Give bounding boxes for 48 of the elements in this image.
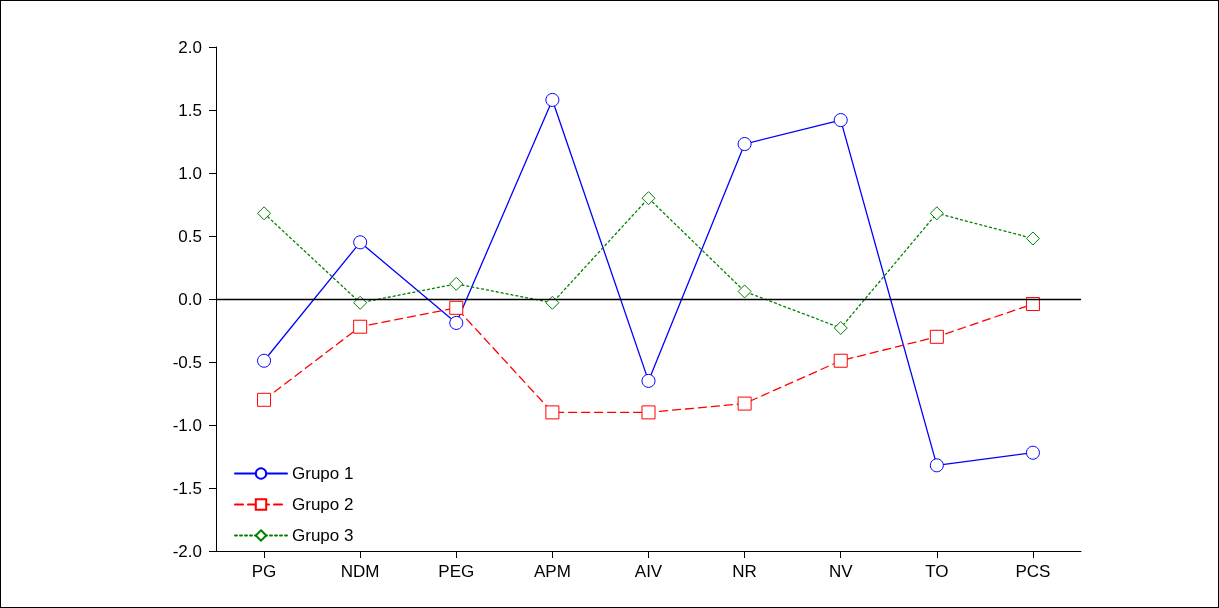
x-tick-label: NV: [828, 562, 854, 581]
legend-label: Grupo 3: [292, 526, 354, 545]
x-tick-label: NDM: [340, 562, 380, 581]
point: [929, 329, 944, 344]
point: [257, 206, 272, 221]
legend-label: Grupo 2: [292, 495, 354, 514]
point: [833, 113, 848, 128]
point: [353, 319, 368, 334]
y-tick-label: -1.5: [172, 478, 202, 498]
point: [449, 315, 464, 330]
point: [353, 235, 368, 250]
y-tick-label: 0.0: [178, 289, 202, 309]
x-tick-label: APM: [533, 562, 571, 581]
point: [929, 206, 944, 221]
y-tick-label: 0.5: [178, 226, 202, 246]
point: [1025, 231, 1040, 246]
point: [1025, 445, 1040, 460]
legend-label: Grupo 1: [292, 464, 354, 483]
point: [737, 396, 752, 411]
y-tick-label: -1.0: [172, 415, 202, 435]
point: [353, 295, 368, 310]
point: [833, 353, 848, 368]
point: [641, 373, 656, 388]
point: [833, 320, 848, 335]
point: [929, 458, 944, 473]
y-tick-label: 2.0: [178, 37, 202, 57]
point: [545, 92, 560, 107]
point: [257, 392, 272, 407]
x-tick-label: PG: [251, 562, 277, 581]
point: [641, 191, 656, 206]
x-tick-label: PCS: [1015, 562, 1051, 581]
x-tick-label: TO: [925, 562, 949, 581]
x-tick-label: NR: [732, 562, 757, 581]
y-tick-label: -0.5: [172, 352, 202, 372]
point: [1025, 297, 1040, 312]
x-tick-label: AIV: [634, 562, 663, 581]
point: [449, 300, 464, 315]
point: [545, 295, 560, 310]
point: [737, 284, 752, 299]
y-tick-label: -2.0: [172, 541, 202, 561]
y-tick-label: 1.0: [178, 163, 202, 183]
point: [737, 137, 752, 152]
y-tick-label: 1.5: [178, 100, 202, 120]
x-tick-label: PEG: [438, 562, 475, 581]
point: [545, 405, 560, 420]
point: [641, 405, 656, 420]
point: [257, 353, 272, 368]
point: [449, 276, 464, 291]
